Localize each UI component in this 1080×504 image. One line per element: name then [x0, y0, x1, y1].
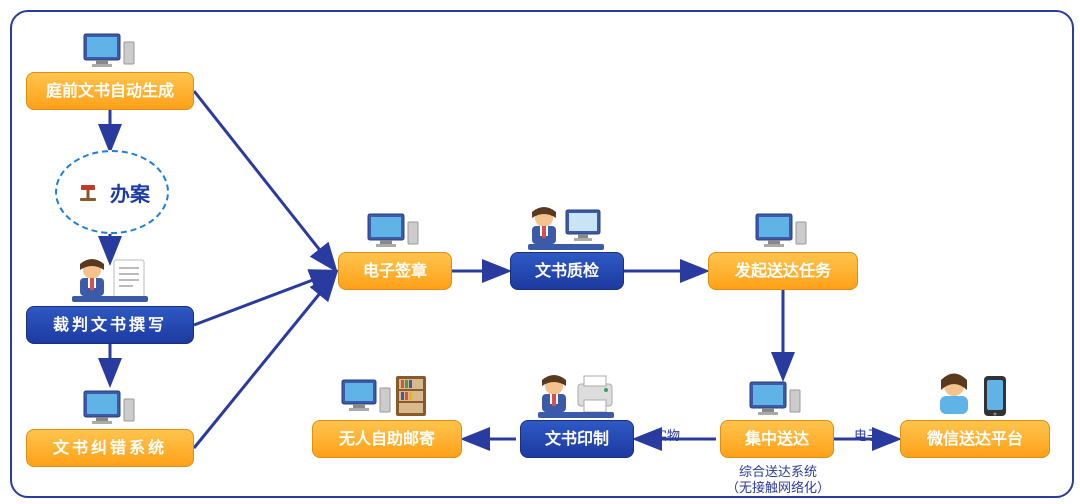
- node-esignature: 电子签章: [338, 252, 452, 290]
- node-label: 文书印制: [545, 431, 609, 448]
- node-doc-printing: 文书印制: [520, 420, 634, 458]
- node-central-delivery: 集中送达: [720, 420, 834, 458]
- node-label: 发起送达任务: [735, 263, 831, 280]
- node-label: 微信送达平台: [927, 431, 1023, 448]
- node-label: 电子签章: [363, 263, 427, 280]
- node-label: 无人自助邮寄: [339, 431, 435, 448]
- node-case-handling: 办案: [55, 150, 169, 234]
- node-judgment-writing: 裁判文书撰写: [26, 306, 194, 344]
- node-initiate-delivery: 发起送达任务: [708, 252, 858, 290]
- node-doc-quality: 文书质检: [510, 252, 624, 290]
- gavel-icon: [74, 177, 104, 207]
- node-doc-error-system: 文书纠错系统: [26, 429, 194, 467]
- node-label: 办案: [110, 178, 150, 207]
- edge-label-electronic: 电子: [854, 428, 880, 444]
- node-wechat-delivery: 微信送达平台: [900, 420, 1050, 458]
- node-label: 文书纠错系统: [53, 440, 167, 457]
- node-label: 文书质检: [535, 263, 599, 280]
- diagram-canvas: 庭前文书自动生成 办案 裁判文书撰写 文书纠错系统 电子签章 文书质检 发起送达…: [0, 0, 1080, 504]
- node-pretrial-doc-gen: 庭前文书自动生成: [26, 72, 194, 110]
- node-label: 裁判文书撰写: [53, 317, 167, 334]
- edge-label-physical: 实物: [654, 428, 680, 444]
- node-label: 庭前文书自动生成: [46, 83, 174, 100]
- edge-label-integrated-system: 综合送达系统 （无接触网络化）: [708, 464, 848, 496]
- node-label: 集中送达: [745, 431, 809, 448]
- node-self-service-mail: 无人自助邮寄: [312, 420, 462, 458]
